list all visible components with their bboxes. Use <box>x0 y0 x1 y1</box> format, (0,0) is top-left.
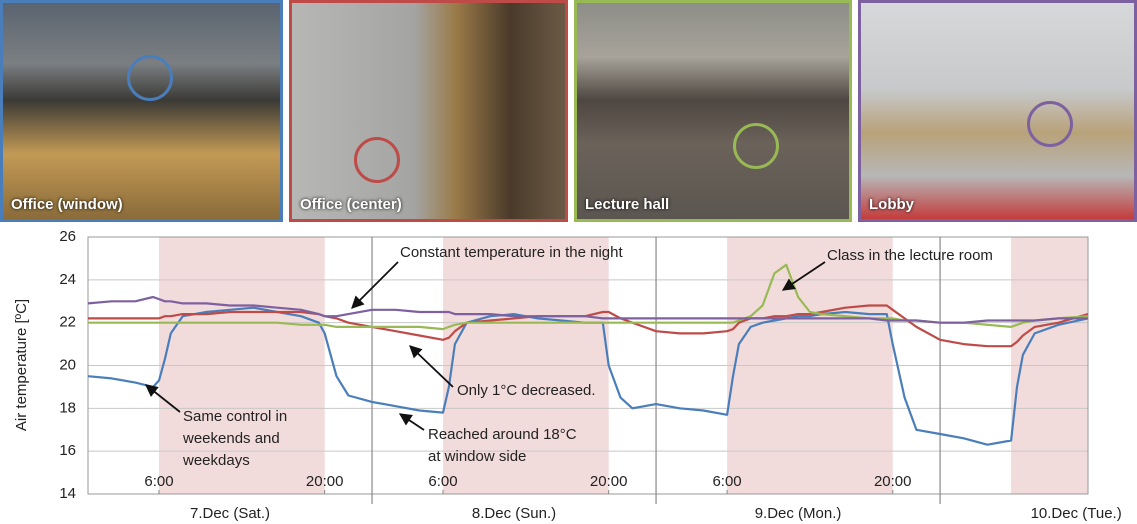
x-tick-label: 6:00 <box>428 473 457 490</box>
x-tick-label: 20:00 <box>874 473 912 490</box>
y-tick-label: 24 <box>59 271 76 288</box>
photo-label: Office (window) <box>11 196 123 213</box>
sensor-marker <box>733 123 779 169</box>
y-tick-label: 18 <box>59 399 76 416</box>
annotation: Only 1°C decreased. <box>457 382 596 399</box>
photo-panel: Office (center) <box>289 0 568 222</box>
annotation: weekends and <box>182 430 280 447</box>
y-tick-label: 22 <box>59 314 76 331</box>
annotation-arrow <box>145 384 181 413</box>
series-line <box>87 295 1088 324</box>
photo-panel: Lobby <box>858 0 1137 222</box>
y-tick-label: 20 <box>59 356 76 373</box>
photo-panel: Office (window) <box>0 0 283 222</box>
sensor-marker <box>127 55 173 101</box>
annotation-arrow <box>781 261 826 291</box>
annotation-arrow <box>409 345 454 388</box>
series-line <box>88 304 1089 348</box>
series-line <box>87 306 1089 446</box>
y-tick-label: 16 <box>59 442 76 459</box>
y-tick-label: 14 <box>59 485 76 502</box>
x-tick-label: 6:00 <box>144 473 173 490</box>
photo-panel: Lecture hall <box>574 0 852 222</box>
annotation: at window side <box>428 448 526 465</box>
x-tick-label: 20:00 <box>590 473 628 490</box>
annotation: Class in the lecture room <box>827 247 993 264</box>
annotation: Constant temperature in the night <box>400 244 623 261</box>
annotation-arrow <box>398 413 425 431</box>
sensor-marker <box>1027 101 1073 147</box>
x-tick-label: 20:00 <box>306 473 344 490</box>
photo-label: Lobby <box>869 196 914 213</box>
annotation-arrow <box>351 261 399 309</box>
photo <box>3 3 280 219</box>
day-label: 7.Dec (Sat.) <box>190 505 270 522</box>
day-label: 8.Dec (Sun.) <box>472 505 556 522</box>
day-label: 10.Dec (Tue.) <box>1031 505 1122 522</box>
photo <box>861 3 1134 219</box>
photo <box>292 3 565 219</box>
x-tick-label: 6:00 <box>712 473 741 490</box>
sensor-marker <box>354 137 400 183</box>
plot-frame <box>87 236 1089 495</box>
y-axis-label: Air temperature [ºC] <box>13 299 30 431</box>
photo <box>577 3 849 219</box>
photo-label: Office (center) <box>300 196 402 213</box>
annotation: Reached around 18°C <box>428 426 577 443</box>
day-label: 9.Dec (Mon.) <box>755 505 842 522</box>
y-tick-label: 26 <box>59 228 76 245</box>
photo-label: Lecture hall <box>585 196 670 213</box>
annotation: Same control in <box>183 408 287 425</box>
annotation: weekdays <box>182 452 250 469</box>
